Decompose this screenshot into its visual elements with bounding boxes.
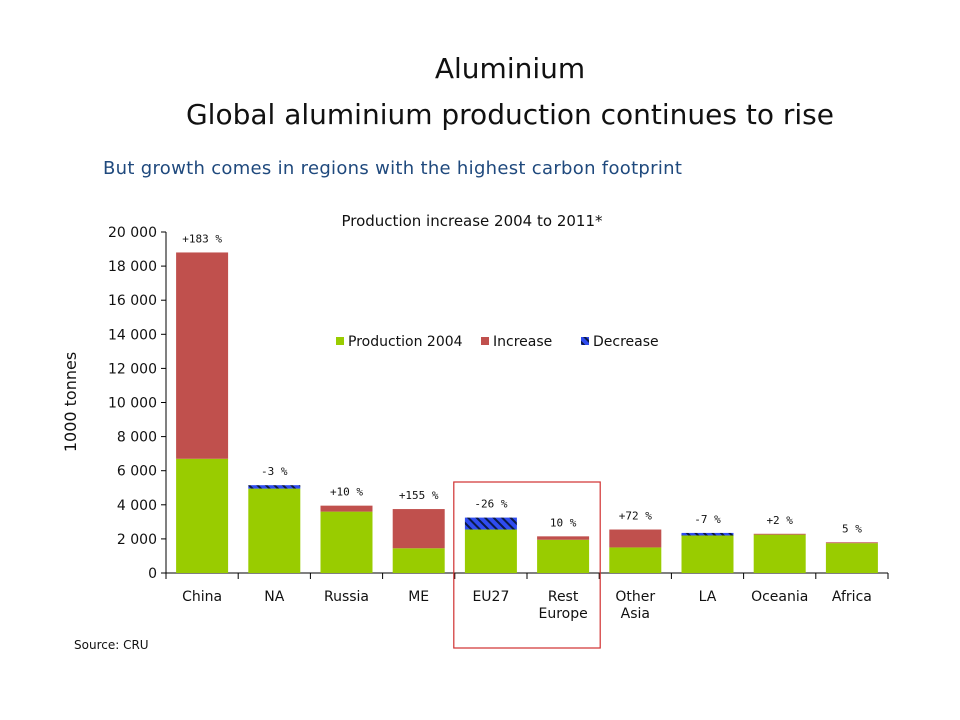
y-tick-label: 0 (148, 566, 157, 582)
slide-subtitle-heading: Global aluminium production continues to… (185, 98, 834, 131)
y-tick-label: 14 000 (108, 327, 157, 343)
x-tick-label: Other Asia (615, 589, 655, 622)
bar-production (825, 543, 878, 573)
x-tick-label: NA (264, 589, 284, 605)
bar-increase (609, 529, 662, 548)
x-tick-label: Africa (832, 589, 872, 605)
y-axis-label: 1000 tonnes (61, 352, 80, 452)
legend-swatch (336, 337, 344, 345)
y-tick-label: 6 000 (117, 464, 157, 480)
bar-production (464, 529, 517, 573)
x-tick-label: Russia (324, 589, 369, 605)
data-label: +2 % (766, 514, 793, 527)
y-tick-label: 18 000 (108, 259, 157, 275)
bar-decrease (681, 532, 734, 536)
x-tick-label: Oceania (751, 589, 808, 605)
data-label: 10 % (550, 516, 577, 529)
bar-increase (320, 505, 373, 512)
legend-swatch (481, 337, 489, 345)
y-tick-label: 20 000 (108, 225, 157, 241)
data-label: -3 % (261, 465, 288, 478)
bar-decrease (248, 485, 301, 489)
slide-title: Aluminium (434, 52, 586, 85)
bar-production (320, 511, 373, 573)
bar-increase (753, 533, 806, 535)
x-tick-label: EU27 (472, 589, 509, 605)
slide-subtitle: But growth comes in regions with the hig… (103, 158, 683, 179)
chart-title: Production increase 2004 to 2011* (341, 212, 603, 230)
data-label: 5 % (842, 522, 862, 535)
bar-production (248, 488, 301, 573)
source-note: Source: CRU (74, 638, 149, 652)
y-tick-label: 16 000 (108, 293, 157, 309)
legend-label: Decrease (593, 334, 659, 350)
bar-production (176, 458, 229, 573)
data-label: -26 % (474, 498, 507, 511)
bar-production (753, 534, 806, 573)
data-label: +72 % (619, 510, 652, 523)
legend-swatch (581, 337, 589, 345)
x-tick-label: Rest Europe (538, 589, 587, 622)
x-tick-label: China (182, 589, 222, 605)
bar-production (681, 535, 734, 573)
bar-increase (537, 536, 590, 540)
bar-increase (392, 509, 445, 549)
bar-production (537, 539, 590, 573)
y-tick-label: 4 000 (117, 498, 157, 514)
bar-production (392, 548, 445, 573)
y-tick-label: 2 000 (117, 532, 157, 548)
chart-legend: Production 2004 Increase Decrease (336, 334, 659, 350)
legend-label: Production 2004 (348, 334, 463, 350)
bar-increase (176, 252, 229, 459)
y-tick-label: 10 000 (108, 396, 157, 412)
data-label: +10 % (330, 486, 363, 499)
bar-decrease (464, 517, 517, 530)
highlight-box (453, 481, 601, 649)
legend-label: Increase (493, 334, 552, 350)
y-tick-label: 12 000 (108, 361, 157, 377)
x-tick-label: LA (699, 589, 717, 605)
bar-production (609, 547, 662, 573)
data-label: -7 % (694, 513, 721, 526)
bar-increase (825, 542, 878, 544)
data-label: +183 % (182, 232, 222, 245)
y-tick-label: 8 000 (117, 430, 157, 446)
data-label: +155 % (399, 489, 439, 502)
x-tick-label: ME (408, 589, 429, 605)
